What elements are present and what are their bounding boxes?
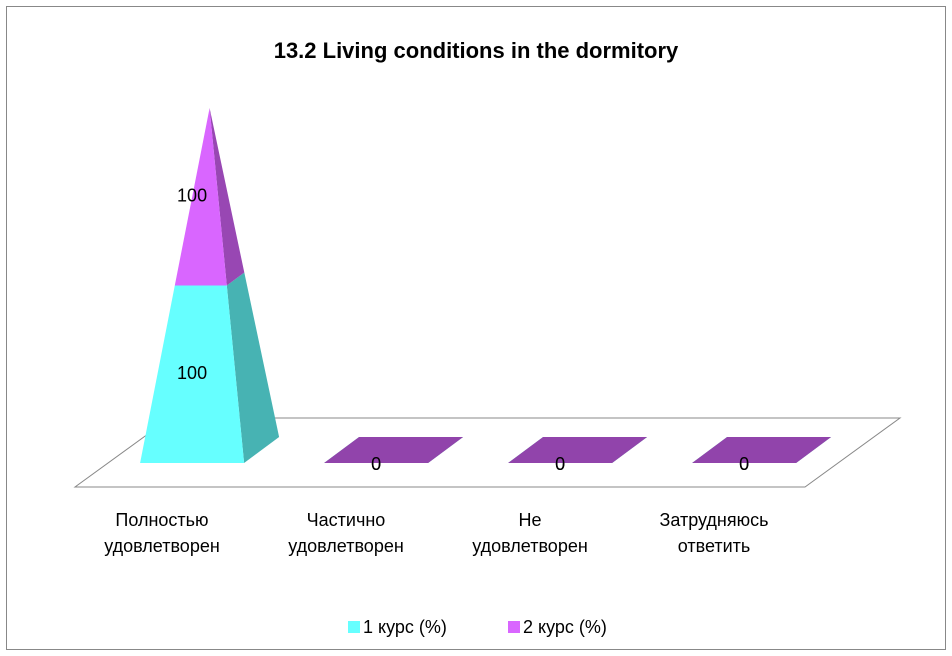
pyramid-side — [226, 272, 280, 463]
value-label: 0 — [371, 454, 381, 474]
legend-label: 1 курс (%) — [363, 617, 447, 637]
legend-swatch — [508, 621, 520, 633]
flat-segment — [324, 437, 464, 463]
legend-label: 2 курс (%) — [523, 617, 607, 637]
flat-segment — [692, 437, 832, 463]
floor — [73, 417, 902, 488]
value-label: 0 — [739, 454, 749, 474]
value-label: 0 — [739, 454, 749, 474]
value-label: 100 — [177, 363, 207, 383]
value-label: 0 — [555, 454, 565, 474]
chart-title: 13.2 Living conditions in the dormitory — [274, 38, 679, 63]
value-label: 100 — [177, 186, 207, 206]
flat-segment — [508, 437, 648, 463]
value-label: 0 — [555, 454, 565, 474]
x-tick-label: Не удовлетворен — [472, 510, 588, 556]
x-tick-label: Затрудняюсь ответить — [659, 510, 769, 556]
x-tick-label: Полностью удовлетворен — [104, 510, 220, 556]
value-label: 0 — [371, 454, 381, 474]
x-tick-label: Частично удовлетворен — [288, 510, 404, 556]
chart-border — [6, 6, 946, 650]
pyramid-front — [174, 108, 227, 286]
pyramid-front — [140, 285, 245, 463]
legend-swatch — [348, 621, 360, 633]
pyramid-side — [209, 108, 245, 286]
